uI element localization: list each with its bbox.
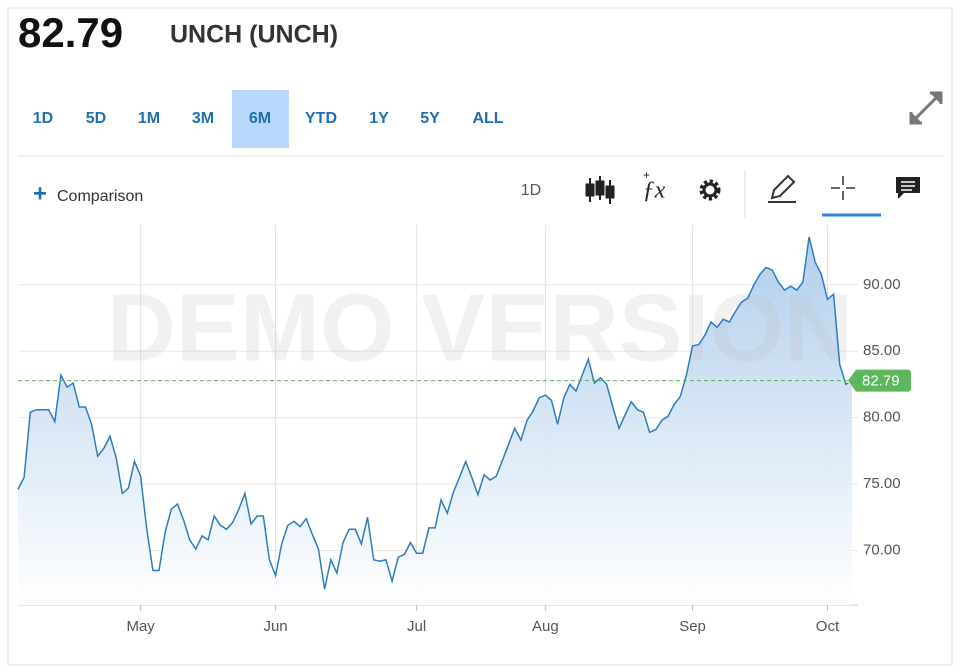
last-value-tag [848,369,911,392]
range-label: 1Y [369,110,389,127]
range-active-bg [232,90,289,148]
range-label: 3M [192,110,214,127]
last-value-label: 82.79 [862,373,900,390]
range-label: ALL [472,110,503,127]
range-button[interactable]: 3M [192,110,214,127]
x-tick-label: May [126,618,155,635]
y-tick-label: 75.00 [863,475,901,492]
chart: 70.00 75.00 80.00 85.00 90.00 May Jun Jul Aug Sep… [17,225,911,635]
range-button[interactable]: 1Y [369,110,389,127]
comparison-button[interactable]: + Comparison [33,180,143,207]
range-label: YTD [305,110,337,127]
comment-icon[interactable] [896,177,920,199]
range-button[interactable]: 1D [33,110,53,127]
price-line [17,236,853,590]
x-tick-label: Sep [679,618,706,635]
range-selector: 1D 5D 1M 3M 6M YTD 1Y 5Y ALL [33,90,504,148]
x-tick-label: Jul [407,618,426,635]
x-tick-label: Oct [816,618,840,635]
plus-icon: + [33,180,47,207]
range-button[interactable]: 1M [138,110,160,127]
symbol-title: UNCH (UNCH) [170,21,338,49]
range-label: 5D [86,110,106,127]
range-button[interactable]: YTD [305,110,337,127]
watermark: DEMO VERSION [107,274,854,381]
range-label: 1M [138,110,160,127]
range-label: 6M [249,110,271,127]
crosshair-icon[interactable] [831,176,855,200]
svg-text:ƒx: ƒx [643,178,666,204]
x-tick-label: Jun [263,618,287,635]
settings-icon[interactable] [699,179,721,201]
y-tick-label: 80.00 [863,409,901,426]
y-tick-label: 85.00 [863,342,901,359]
range-button[interactable]: 5D [86,110,106,127]
x-tick-label: Aug [532,618,559,635]
range-label: 1D [33,110,53,127]
range-button[interactable]: ALL [472,110,503,127]
draw-icon[interactable] [768,174,796,203]
area-fill [18,237,852,605]
range-button[interactable]: 6M [232,90,289,148]
range-button[interactable]: 5Y [420,110,440,127]
y-tick-label: 90.00 [863,276,901,293]
indicators-icon[interactable]: ƒx + [643,168,666,203]
comparison-label: Comparison [57,188,143,205]
svg-text:+: + [643,168,650,182]
chart-type-icon[interactable] [585,176,615,204]
price: 82.79 [18,9,123,56]
range-label: 5Y [420,110,440,127]
y-tick-label: 70.00 [863,541,901,558]
expand-icon[interactable] [909,91,943,125]
interval-button[interactable]: 1D [521,182,541,199]
